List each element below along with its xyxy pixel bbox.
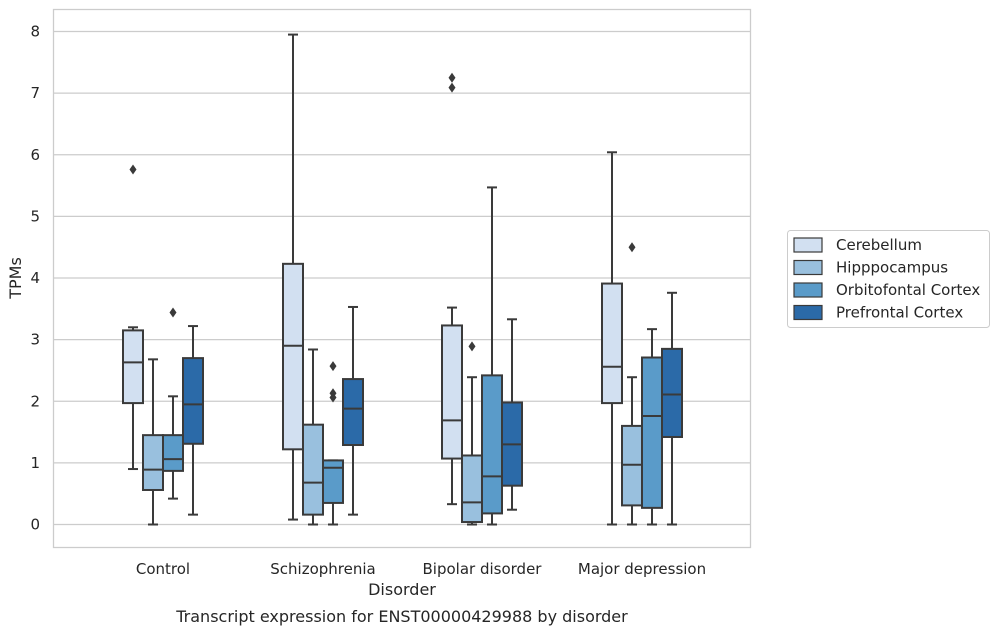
- box-0-2: [441, 72, 463, 506]
- box-body: [641, 356, 663, 509]
- box-body: [661, 347, 683, 438]
- ticks-layer: 0 1 2 3 4 5 6 7 8 Control Schizophrenia Bipolar dis…: [30, 23, 706, 579]
- y-tick-label: 1: [30, 454, 40, 472]
- legend-swatch: [793, 282, 823, 298]
- box-body: [122, 329, 144, 405]
- outlier-point: [329, 361, 337, 372]
- box-1-3: [621, 242, 643, 526]
- legend: Cerebellum Hipppocampus Orbitofontal Corte…: [787, 230, 990, 328]
- box-0-0: [122, 164, 144, 471]
- box-1-0: [142, 358, 164, 526]
- y-tick-label: 0: [30, 516, 40, 534]
- y-tick-label: 3: [30, 331, 40, 349]
- box-2-0: [162, 307, 184, 500]
- box-body: [282, 262, 304, 451]
- legend-label: Cerebellum: [836, 236, 922, 254]
- boxes-layer: [122, 33, 683, 526]
- outlier-point: [329, 388, 337, 399]
- chart-caption: Transcript expression for ENST0000042998…: [175, 607, 628, 626]
- box-0-3: [601, 151, 623, 526]
- x-axis-label: Disorder: [368, 580, 436, 599]
- box-1-2: [461, 341, 483, 526]
- y-axis-label: TPMs: [6, 257, 25, 300]
- box-body: [441, 324, 463, 460]
- box-1-1: [302, 348, 324, 526]
- legend-frame: [787, 230, 990, 328]
- y-tick-label: 6: [30, 146, 40, 164]
- outlier-point: [448, 82, 456, 93]
- y-tick-label: 4: [30, 269, 40, 287]
- box-3-1: [342, 305, 364, 516]
- x-tick-label: Major depression: [578, 560, 706, 578]
- y-tick-label: 5: [30, 207, 40, 225]
- box-2-3: [641, 328, 663, 526]
- box-body: [162, 434, 184, 472]
- outlier-point: [468, 341, 476, 352]
- box-body: [601, 282, 623, 405]
- box-body: [182, 357, 204, 445]
- plot-frame: [52, 8, 752, 549]
- box-2-2: [481, 186, 503, 526]
- x-tick-label: Schizophrenia: [270, 560, 375, 578]
- y-tick-label: 2: [30, 392, 40, 410]
- outlier-point: [628, 242, 636, 253]
- box-3-3: [661, 291, 683, 526]
- box-0-1: [282, 33, 304, 521]
- legend-label: Hipppocampus: [836, 259, 948, 277]
- box-body: [302, 423, 324, 516]
- box-body: [142, 434, 164, 491]
- x-tick-label: Control: [136, 560, 190, 578]
- legend-label: Orbitofontal Cortex: [836, 281, 980, 299]
- legend-swatch: [793, 259, 823, 276]
- legend-swatch: [793, 237, 823, 253]
- x-tick-label: Bipolar disorder: [423, 560, 543, 578]
- box-body: [322, 459, 344, 504]
- box-body: [481, 374, 503, 515]
- y-tick-label: 8: [30, 23, 40, 41]
- outlier-point: [448, 72, 456, 83]
- box-2-1: [322, 361, 344, 526]
- box-3-0: [182, 325, 204, 516]
- box-body: [461, 454, 483, 524]
- box-3-2: [501, 318, 523, 511]
- outlier-point: [129, 164, 137, 175]
- legend-swatch: [793, 304, 823, 321]
- legend-label: Prefrontal Cortex: [836, 304, 963, 322]
- outlier-point: [169, 307, 177, 318]
- box-body: [342, 378, 364, 447]
- y-tick-label: 7: [30, 84, 40, 102]
